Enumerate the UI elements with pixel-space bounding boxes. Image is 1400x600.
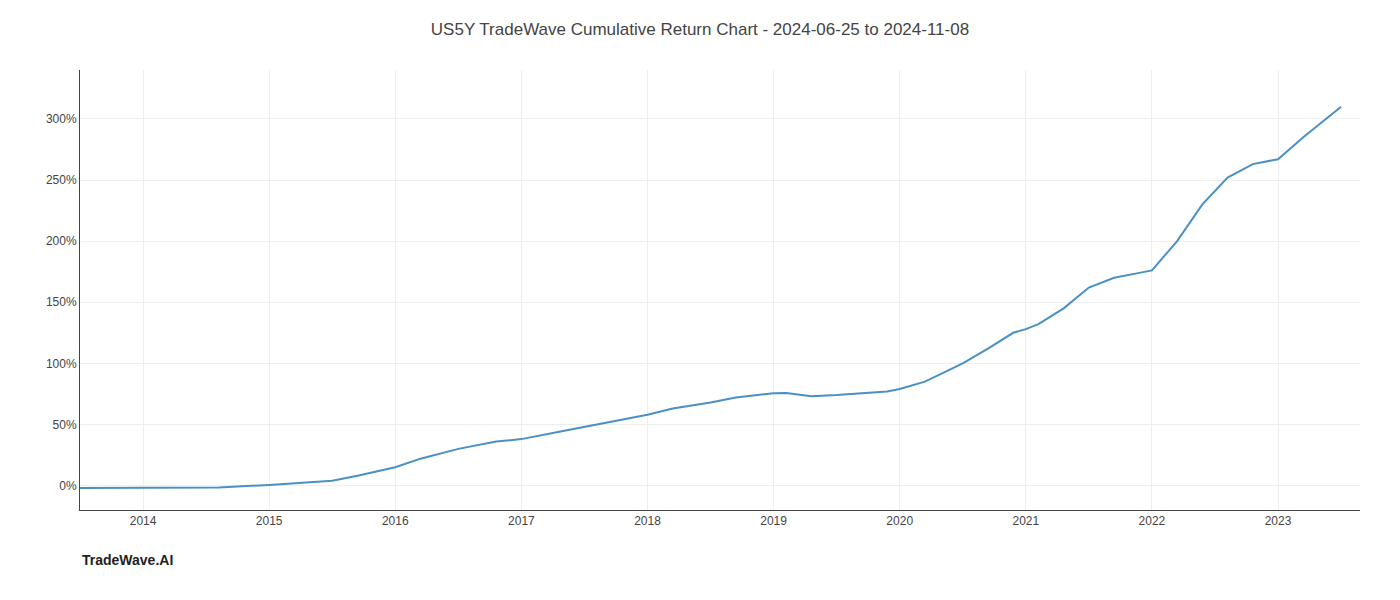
- svg-text:2021: 2021: [1012, 514, 1039, 528]
- svg-text:2018: 2018: [634, 514, 661, 528]
- svg-text:2020: 2020: [886, 514, 913, 528]
- svg-text:2015: 2015: [256, 514, 283, 528]
- svg-text:2017: 2017: [508, 514, 535, 528]
- svg-text:2016: 2016: [382, 514, 409, 528]
- svg-text:100%: 100%: [46, 357, 77, 371]
- svg-text:TradeWave.AI: TradeWave.AI: [82, 552, 173, 568]
- svg-text:200%: 200%: [46, 234, 77, 248]
- svg-text:2014: 2014: [130, 514, 157, 528]
- svg-text:250%: 250%: [46, 173, 77, 187]
- svg-text:2023: 2023: [1265, 514, 1292, 528]
- svg-text:US5Y TradeWave Cumulative Retu: US5Y TradeWave Cumulative Return Chart -…: [431, 20, 969, 39]
- svg-text:2019: 2019: [760, 514, 787, 528]
- svg-text:0%: 0%: [59, 479, 77, 493]
- svg-text:50%: 50%: [53, 418, 77, 432]
- svg-text:2022: 2022: [1139, 514, 1166, 528]
- svg-text:150%: 150%: [46, 295, 77, 309]
- svg-text:300%: 300%: [46, 112, 77, 126]
